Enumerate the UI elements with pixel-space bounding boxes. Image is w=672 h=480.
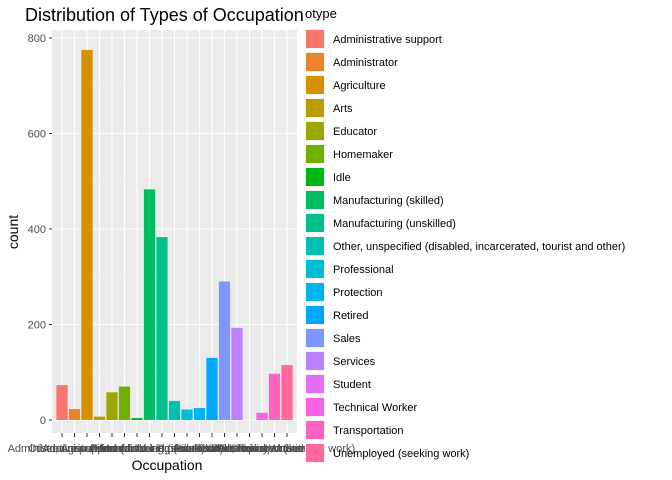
y-tick-label: 600	[28, 129, 46, 141]
x-tick-label: Manufacturing (skilled)	[94, 443, 205, 455]
x-tick-label: Sales	[211, 443, 239, 455]
legend-swatch	[306, 375, 324, 393]
legend-label: Educator	[333, 126, 377, 138]
bar-9	[156, 237, 168, 420]
legend-swatch	[306, 99, 324, 117]
legend-label: Unemployed (seeking work)	[333, 448, 469, 460]
legend-swatch	[306, 260, 324, 278]
legend-label: Other, unspecified (disabled, incarcerat…	[333, 241, 625, 253]
legend-label: Professional	[333, 264, 394, 276]
legend-label: Administrator	[333, 57, 398, 69]
bar-8	[143, 189, 156, 420]
legend-label: Retired	[333, 310, 368, 322]
legend-label: Arts	[333, 103, 353, 115]
bar-4	[93, 416, 106, 420]
bar-15	[231, 327, 243, 420]
x-tick-label: Arts	[90, 443, 110, 455]
x-tick-label: Protection	[175, 443, 225, 455]
x-axis-title: Occupation	[132, 457, 203, 473]
legend-swatch	[306, 191, 324, 209]
bar-19	[281, 365, 293, 420]
legend: otype Administrative support Administrato…	[305, 6, 625, 463]
x-tick-label: Agriculture	[61, 443, 114, 455]
y-tick-label: 400	[28, 224, 46, 236]
legend-label: Technical Worker	[333, 402, 417, 414]
legend-swatch	[306, 122, 324, 140]
legend-swatch	[306, 214, 324, 232]
bar-17	[256, 412, 268, 420]
legend-label: Sales	[333, 333, 361, 345]
legend-swatch	[306, 168, 324, 186]
legend-swatch	[306, 444, 324, 462]
legend-swatch	[306, 329, 324, 347]
legend-swatch	[306, 145, 324, 163]
x-tick-label: Manufacturing (unskilled)	[101, 443, 224, 455]
bar-11	[181, 409, 193, 420]
legend-swatch	[306, 76, 324, 94]
legend-swatch	[306, 352, 324, 370]
x-tick-label: Administrator	[42, 443, 107, 455]
bar-2	[68, 409, 81, 420]
legend-swatch	[306, 53, 324, 71]
y-axis-title: count	[5, 215, 21, 249]
legend-label: Manufacturing (unskilled)	[333, 218, 456, 230]
bar-10	[168, 400, 181, 420]
bar-12	[193, 408, 206, 420]
legend-swatch	[306, 306, 324, 324]
legend-swatch	[306, 283, 324, 301]
x-tick-label: Homemaker	[95, 443, 155, 455]
bar-13	[206, 357, 218, 420]
y-tick-label: 800	[28, 33, 46, 45]
x-tick-label: Transportation	[239, 443, 310, 455]
y-tick-label: 200	[28, 320, 46, 332]
legend-label: Agriculture	[333, 80, 386, 92]
x-tick-label: Technical Worker	[220, 443, 304, 455]
x-tick-label: Administrative support	[8, 443, 117, 455]
bar-3	[81, 49, 93, 420]
legend-title: otype	[305, 6, 337, 21]
x-tick-label: Other, unspecified (disabled, incarcerat…	[28, 443, 320, 455]
legend-label: Services	[333, 356, 376, 368]
legend-label: Homemaker	[333, 149, 393, 161]
y-tick-label: 0	[40, 415, 46, 427]
x-tick-label: Idle	[128, 443, 146, 455]
legend-label: Protection	[333, 287, 383, 299]
bar-14	[218, 281, 231, 420]
legend-swatch	[306, 398, 324, 416]
bars	[56, 49, 293, 420]
legend-label: Student	[333, 379, 371, 391]
y-axis: 0 200 400 600 800	[28, 33, 52, 427]
x-tick-label: Educator	[90, 443, 134, 455]
legend-label: Transportation	[333, 425, 404, 437]
legend-swatch	[306, 30, 324, 48]
chart-title: Distribution of Types of Occupation	[25, 5, 304, 25]
x-tick-label: Student	[231, 443, 269, 455]
bar-7	[131, 418, 143, 420]
bar-6	[118, 386, 131, 420]
bar-1	[56, 385, 68, 420]
legend-label: Administrative support	[333, 34, 442, 46]
bar-5	[106, 392, 118, 420]
x-axis: Administrative supportAdministratorAgric…	[8, 433, 355, 455]
x-tick-label: Retired	[194, 443, 229, 455]
x-tick-label: Services	[216, 443, 259, 455]
bar-18	[268, 373, 281, 420]
legend-label: Idle	[333, 172, 351, 184]
legend-label: Manufacturing (skilled)	[333, 195, 444, 207]
x-tick-label: Professional	[157, 443, 218, 455]
grid	[52, 30, 297, 433]
legend-swatch	[306, 421, 324, 439]
legend-swatch	[306, 237, 324, 255]
